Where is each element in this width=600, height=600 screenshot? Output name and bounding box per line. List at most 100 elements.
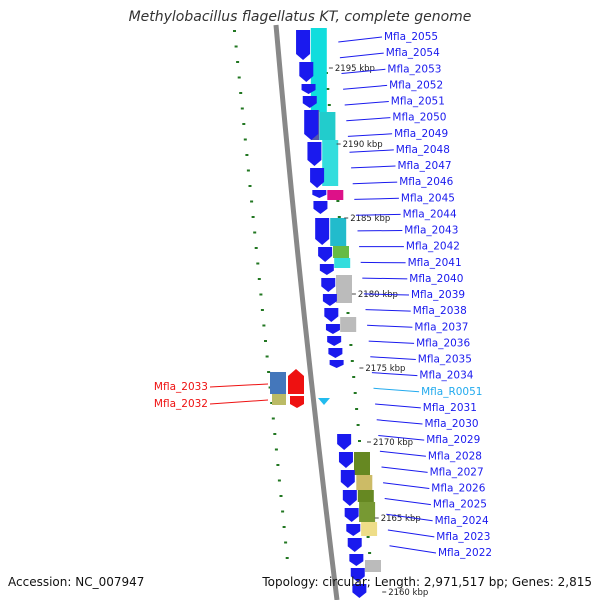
- leader-line: [389, 545, 437, 554]
- kbp-ticks: 2195 kbp 2190 kbp 2185 kbp 2180 kbp 2175 kbp…: [328, 64, 428, 598]
- reverse-gene-arrow: [288, 369, 304, 394]
- cog-segment: [333, 246, 349, 258]
- cog-segment: [327, 190, 344, 200]
- gene-arrow: [315, 218, 330, 245]
- gene-label: Mfla_2038: [413, 305, 467, 317]
- leader-line: [338, 36, 383, 43]
- gene-label: Mfla_2053: [387, 63, 441, 75]
- leader-line: [378, 435, 425, 441]
- cog-segment: [270, 372, 286, 394]
- gene-label: Mfla_2040: [409, 273, 463, 285]
- gc-mark: [366, 536, 370, 538]
- gene-arrow: [327, 336, 342, 346]
- leader-line: [370, 356, 416, 360]
- gc-dot: [256, 262, 260, 265]
- kbp-tick-label: 2165 kbp: [381, 514, 421, 524]
- leader-line: [368, 340, 415, 344]
- leader-line: [387, 529, 435, 538]
- rna-arrow: [318, 398, 330, 405]
- leader-line: [381, 466, 428, 473]
- gc-dot: [240, 107, 244, 110]
- cog-segment: [336, 275, 352, 303]
- cog-segment: [354, 452, 370, 475]
- gene-arrow: [352, 584, 367, 598]
- gene-labels: Mfla_2055 Mfla_2054 Mfla_2053 Mfla_2052 Mfla…: [154, 31, 492, 559]
- gene-label: Mfla_2055: [384, 31, 438, 43]
- cog-segment: [361, 522, 378, 536]
- cog-segment: [310, 28, 327, 112]
- gc-dot: [282, 526, 286, 528]
- gene-arrow: [299, 62, 314, 82]
- gc-dot: [245, 154, 249, 156]
- cog-segment: [272, 394, 286, 405]
- gc-dot: [246, 169, 250, 172]
- gc-mark: [352, 376, 356, 378]
- gene-arrow: [313, 201, 328, 214]
- leader-line: [209, 383, 269, 388]
- gene-arrow: [296, 30, 311, 60]
- kbp-tick-label: 2170 kbp: [373, 438, 413, 448]
- gc-dot: [242, 123, 246, 125]
- gene-arrow: [318, 247, 333, 262]
- kbp-tick-label: 2185 kbp: [350, 214, 390, 224]
- gc-dot: [260, 309, 264, 311]
- gene-arrow: [340, 470, 355, 488]
- gene-arrow: [337, 434, 352, 450]
- leader-line: [384, 498, 431, 506]
- gc-mark: [327, 104, 331, 106]
- gene-label: Mfla_2049: [394, 128, 448, 140]
- gc-mark: [353, 392, 357, 394]
- gene-label: Mfla_2041: [408, 257, 462, 269]
- gene-label: Mfla_2026: [431, 483, 485, 495]
- gene-arrow: [342, 490, 357, 506]
- gene-label: Mfla_2036: [416, 337, 470, 349]
- gc-mark: [349, 344, 353, 346]
- gc-dot: [250, 200, 254, 203]
- gene-arrow: [312, 190, 327, 198]
- gene-label: Mfla_2022: [438, 547, 492, 559]
- reverse-gene-arrow: [290, 396, 304, 408]
- gene-track: [288, 30, 367, 598]
- gc-mark: [336, 200, 340, 202]
- leader-line: [341, 68, 386, 74]
- gene-arrow: [349, 554, 364, 566]
- gene-arrow: [350, 568, 365, 582]
- gene-label: Mfla_2046: [399, 176, 453, 188]
- leader-line: [354, 197, 399, 200]
- gene-label: Mfla_2023: [436, 531, 490, 543]
- gene-arrow: [307, 142, 322, 166]
- gene-label: Mfla_2048: [396, 144, 450, 156]
- cog-track: [270, 28, 381, 572]
- gene-arrow: [325, 324, 340, 334]
- gc-mark: [356, 424, 360, 426]
- gc-mark: [326, 88, 330, 90]
- gene-label: Mfla_2045: [401, 192, 455, 204]
- gene-arrow: [319, 264, 334, 275]
- kbp-tick-label: 2175 kbp: [365, 364, 405, 374]
- gc-dot: [262, 324, 266, 327]
- gene-arrow: [328, 348, 343, 358]
- cog-segment: [356, 475, 373, 490]
- gene-label: Mfla_2054: [386, 47, 440, 59]
- gc-dot: [267, 371, 271, 373]
- leader-line: [365, 309, 411, 312]
- genome-summary: Topology: circular; Length: 2,971,517 bp…: [262, 575, 592, 589]
- gene-label: Mfla_R0051: [421, 386, 482, 398]
- gc-dot: [243, 138, 247, 141]
- leader-line: [347, 133, 393, 137]
- gc-dot: [237, 76, 241, 79]
- gene-arrow: [321, 278, 336, 292]
- gc-mark: [350, 360, 354, 362]
- leader-line: [363, 293, 410, 296]
- gc-dot: [251, 216, 255, 218]
- gene-label: Mfla_2050: [392, 112, 446, 124]
- gene-label: Mfla_2029: [426, 434, 480, 446]
- gc-dot: [276, 464, 280, 466]
- gene-arrow: [329, 360, 344, 368]
- gene-label: Mfla_2034: [419, 370, 473, 382]
- kbp-tick-label: 2190 kbp: [343, 140, 383, 150]
- cog-segment: [365, 560, 381, 572]
- leader-line: [355, 213, 401, 216]
- gc-mark: [355, 408, 359, 410]
- cog-segment: [319, 112, 336, 140]
